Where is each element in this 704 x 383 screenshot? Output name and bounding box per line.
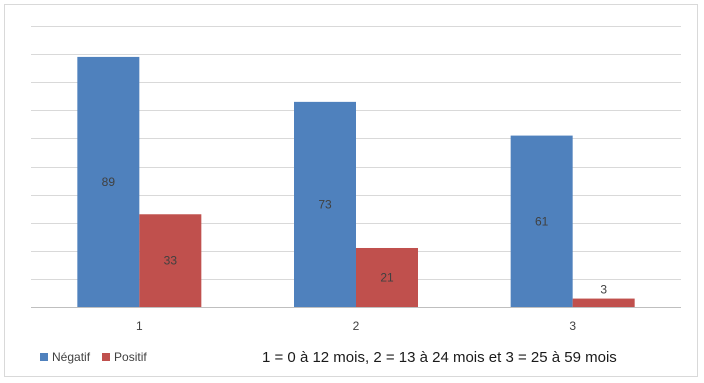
bar-négatif-3 — [510, 135, 573, 307]
legend-item-negatif: Négatif — [40, 350, 90, 364]
bar-positif-1 — [139, 214, 202, 307]
legend-swatch-negatif — [40, 353, 48, 361]
legend-label-positif: Positif — [114, 350, 147, 364]
x-tick-label: 3 — [569, 319, 576, 333]
bar-positif-3 — [572, 298, 635, 307]
data-label: 3 — [600, 283, 607, 297]
bar-négatif-2 — [294, 101, 356, 308]
legend-item-positif: Positif — [102, 350, 147, 364]
category-note: 1 = 0 à 12 mois, 2 = 13 à 24 mois et 3 =… — [262, 349, 617, 366]
x-tick-label: 2 — [353, 319, 360, 333]
data-label: 73 — [318, 197, 332, 211]
legend-label-negatif: Négatif — [52, 350, 91, 364]
bar-négatif-1 — [77, 56, 140, 307]
data-label: 21 — [380, 270, 394, 284]
data-label: 89 — [102, 175, 116, 189]
legend-swatch-positif — [102, 353, 111, 361]
data-label: 61 — [535, 214, 549, 228]
data-label: 33 — [164, 254, 178, 268]
x-tick-label: 1 — [136, 319, 143, 333]
legend: Négatif Positif — [40, 350, 159, 364]
bar-positif-2 — [356, 247, 418, 307]
